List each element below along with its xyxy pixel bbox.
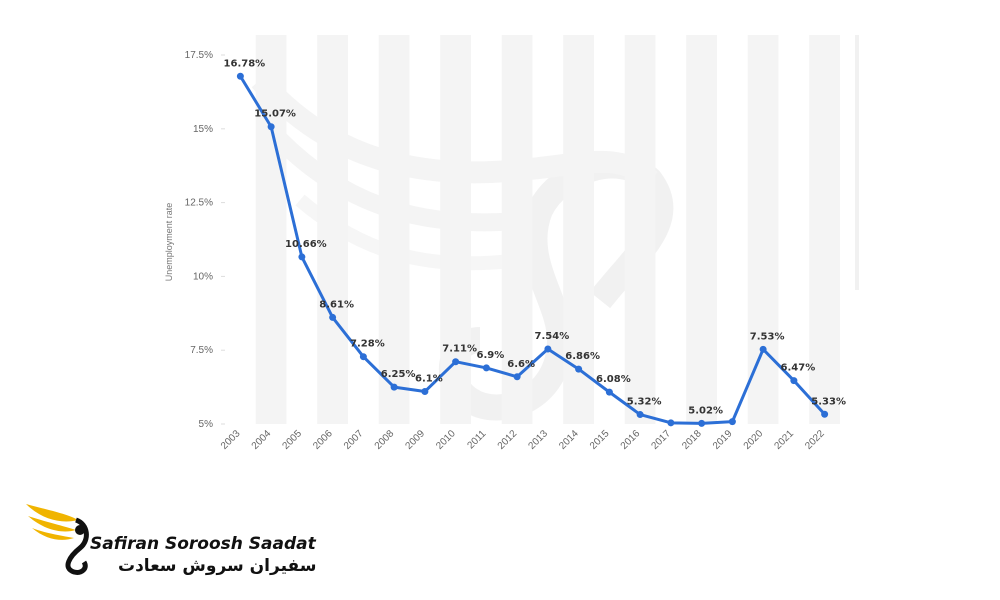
x-tick-label: 2018: [680, 428, 704, 452]
data-label: 6.08%: [596, 374, 631, 385]
grid-band: [563, 35, 594, 424]
data-point: [267, 123, 275, 131]
y-axis-title: Unemployment rate: [164, 203, 174, 282]
y-tick-label: 17.5%: [185, 50, 213, 61]
data-point: [513, 373, 521, 381]
x-tick-label: 2022: [803, 428, 827, 452]
brand-name-english: Safiran Soroosh Saadat: [90, 534, 316, 554]
data-point: [544, 345, 552, 353]
data-label: 5.33%: [811, 396, 846, 407]
data-point: [790, 377, 798, 385]
grid-band: [624, 35, 656, 424]
x-tick-label: 2009: [403, 428, 427, 452]
data-label: 7.54%: [535, 331, 570, 342]
data-point: [821, 410, 829, 418]
y-tick-label: 15%: [193, 124, 213, 135]
grid-band: [747, 35, 779, 424]
x-tick-label: 2003: [219, 428, 243, 452]
data-point: [667, 419, 675, 427]
data-label: 6.6%: [507, 359, 535, 370]
x-tick-label: 2013: [526, 428, 550, 452]
x-tick-label: 2007: [342, 428, 366, 452]
data-point: [298, 253, 306, 261]
x-tick-label: 2015: [588, 428, 612, 452]
x-tick-label: 2021: [772, 428, 796, 452]
data-label: 16.78%: [224, 58, 266, 69]
data-point: [482, 364, 490, 372]
data-label: 6.1%: [415, 374, 443, 385]
grid-band: [378, 35, 410, 424]
grid-band: [440, 35, 471, 424]
data-label: 10.66%: [285, 239, 327, 250]
grid-band: [317, 35, 348, 424]
data-label: 6.9%: [477, 350, 505, 361]
x-tick-label: 2019: [711, 428, 735, 452]
data-label: 6.86%: [565, 351, 600, 362]
data-point: [759, 345, 767, 353]
x-tick-label: 2010: [434, 428, 458, 452]
data-point: [575, 365, 583, 373]
data-label: 6.47%: [781, 363, 816, 374]
data-label: 7.11%: [442, 344, 477, 355]
swan-wing-icon: [26, 504, 89, 575]
data-point: [452, 358, 460, 366]
grid-band: [809, 35, 840, 424]
data-point: [359, 353, 367, 361]
x-tick-label: 2004: [250, 428, 274, 452]
x-tick-label: 2008: [373, 428, 397, 452]
x-tick-label: 2006: [311, 428, 335, 452]
brand-logo: Safiran Soroosh Saadat سفیران سروش سعادت: [18, 490, 316, 580]
x-tick-label: 2012: [496, 428, 520, 452]
grid-band: [501, 35, 533, 424]
data-point: [390, 383, 398, 391]
x-tick-label: 2017: [649, 428, 673, 452]
data-point: [421, 388, 429, 396]
x-tick-label: 2020: [742, 428, 766, 452]
data-point: [728, 418, 736, 426]
data-label: 5.32%: [627, 397, 662, 408]
data-label: 5.02%: [688, 405, 723, 416]
data-label: 7.28%: [350, 339, 385, 350]
data-label: 15.07%: [254, 109, 296, 120]
y-tick-label: 10%: [193, 271, 213, 282]
y-tick-label: 7.5%: [190, 345, 213, 356]
x-tick-label: 2005: [280, 428, 304, 452]
data-point: [605, 388, 613, 396]
data-point: [329, 313, 337, 321]
x-tick-label: 2014: [557, 428, 581, 452]
data-label: 8.61%: [319, 299, 354, 310]
grid-band: [686, 35, 717, 424]
series-line: [239, 75, 826, 425]
data-point: [636, 411, 644, 419]
y-tick-label: 5%: [199, 419, 214, 430]
grid-band: [255, 35, 287, 424]
data-point: [236, 72, 244, 80]
x-tick-label: 2016: [619, 428, 643, 452]
y-tick-label: 12.5%: [185, 198, 213, 209]
brand-name-persian: سفیران سروش سعادت: [118, 556, 317, 576]
x-tick-label: 2011: [466, 428, 489, 451]
data-label: 7.53%: [750, 331, 785, 342]
scroll-edge: [855, 35, 859, 290]
data-label: 6.25%: [381, 369, 416, 380]
data-point: [698, 419, 706, 427]
